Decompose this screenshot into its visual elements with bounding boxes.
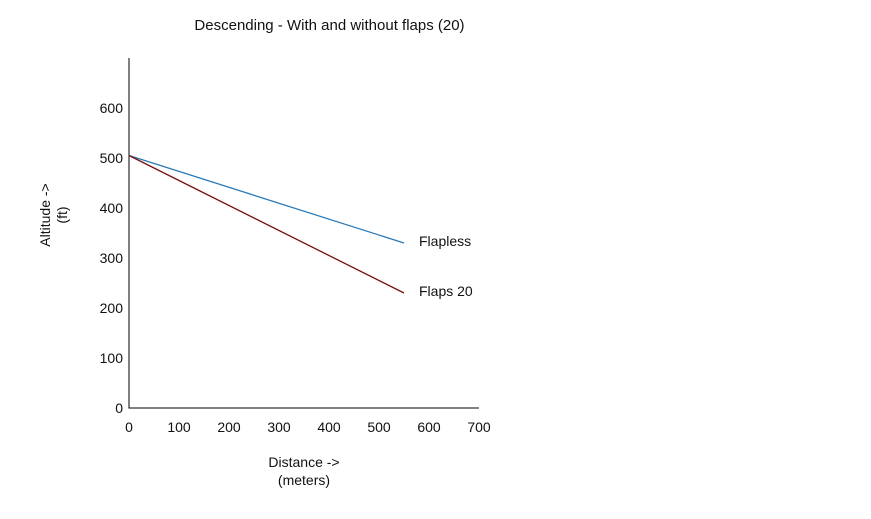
x-axis-label-line-2: (meters) xyxy=(277,472,331,488)
y-tick-label: 400 xyxy=(100,200,124,216)
x-tick-label: 200 xyxy=(217,419,241,435)
y-tick-label: 0 xyxy=(115,400,123,416)
x-tick-label: 300 xyxy=(267,419,291,435)
x-tick-label: 400 xyxy=(317,419,341,435)
chart-title: Descending - With and without flaps (20) xyxy=(194,17,465,34)
y-tick-label: 600 xyxy=(100,100,124,116)
y-tick-label: 100 xyxy=(100,350,124,366)
x-tick-label: 0 xyxy=(125,419,133,435)
x-axis-label: Distance -> (meters) xyxy=(268,453,339,489)
series-line-1 xyxy=(128,154,405,244)
y-tick-label: 200 xyxy=(100,300,124,316)
x-tick-label: 600 xyxy=(417,419,441,435)
series-label-2: Flaps 20 xyxy=(419,283,473,299)
series-line-2 xyxy=(128,154,405,294)
y-tick-label: 500 xyxy=(100,150,124,166)
x-axis-label-line-1: Distance -> xyxy=(268,454,340,470)
x-tick-label: 500 xyxy=(367,419,391,435)
y-tick-label: 300 xyxy=(100,250,124,266)
series-label-1: Flapless xyxy=(419,233,471,249)
x-tick-label: 700 xyxy=(467,419,491,435)
x-tick-label: 100 xyxy=(167,419,191,435)
